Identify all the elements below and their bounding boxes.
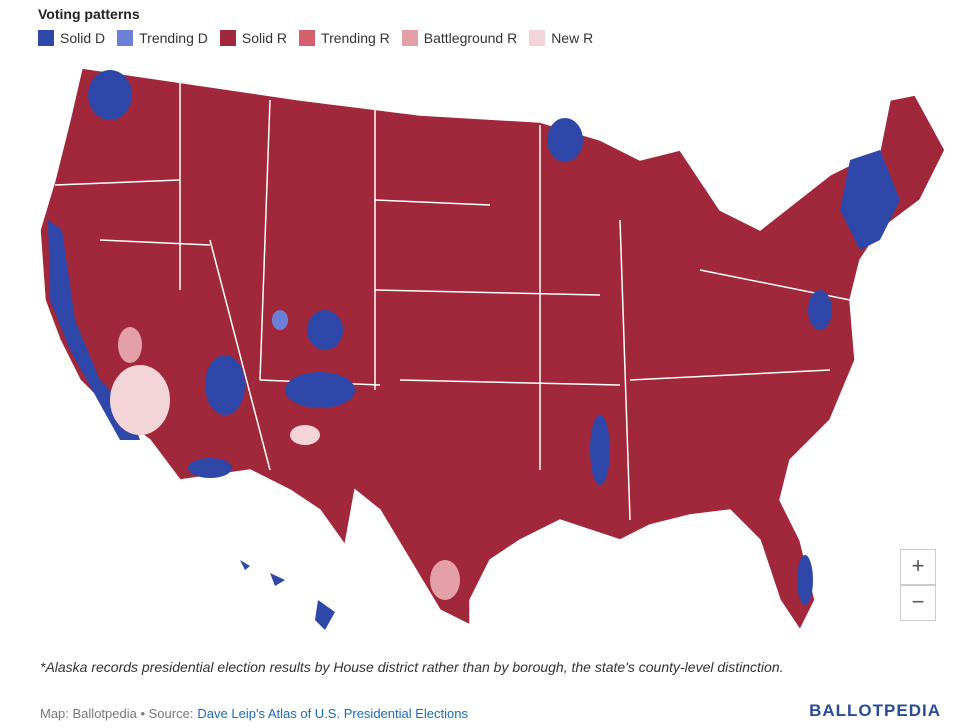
legend-swatch xyxy=(38,30,54,46)
legend-item: Trending R xyxy=(299,30,390,46)
us-outline xyxy=(39,67,946,632)
legend-item: Trending D xyxy=(117,30,208,46)
legend-swatch xyxy=(401,30,418,46)
legend-item: New R xyxy=(529,30,593,46)
attribution-line: Map: Ballotpedia • Source: Dave Leip's At… xyxy=(40,706,468,721)
footnote: *Alaska records presidential election re… xyxy=(40,659,784,675)
legend-item: Solid D xyxy=(38,30,105,46)
zoom-out[interactable]: − xyxy=(900,585,936,621)
attribution: Map: Ballotpedia • Source: xyxy=(40,706,194,721)
legend-label: New R xyxy=(551,30,594,46)
legend-swatch xyxy=(529,30,546,46)
zoom-in[interactable]: + xyxy=(900,549,936,585)
county-clusters xyxy=(48,70,900,630)
logo: BALLOTPEDIA xyxy=(809,701,941,720)
map xyxy=(39,67,946,632)
source-link[interactable]: Dave Leip's Atlas of U.S. Presidential E… xyxy=(197,706,468,721)
legend-label: Trending R xyxy=(321,30,390,46)
legend-title: Voting patterns xyxy=(38,6,140,22)
legend: Solid D Trending D Solid R Trending R Battle… xyxy=(38,30,593,46)
legend-label: Trending D xyxy=(139,30,208,46)
legend-swatch xyxy=(219,30,236,46)
legend-label: Battleground R xyxy=(423,30,518,46)
legend-swatch xyxy=(299,30,316,46)
legend-item: Battleground R xyxy=(401,30,518,46)
legend-label: Solid D xyxy=(60,30,106,46)
legend-label: Solid R xyxy=(241,30,288,46)
legend-swatch xyxy=(117,30,134,46)
legend-item: Solid R xyxy=(219,30,288,46)
